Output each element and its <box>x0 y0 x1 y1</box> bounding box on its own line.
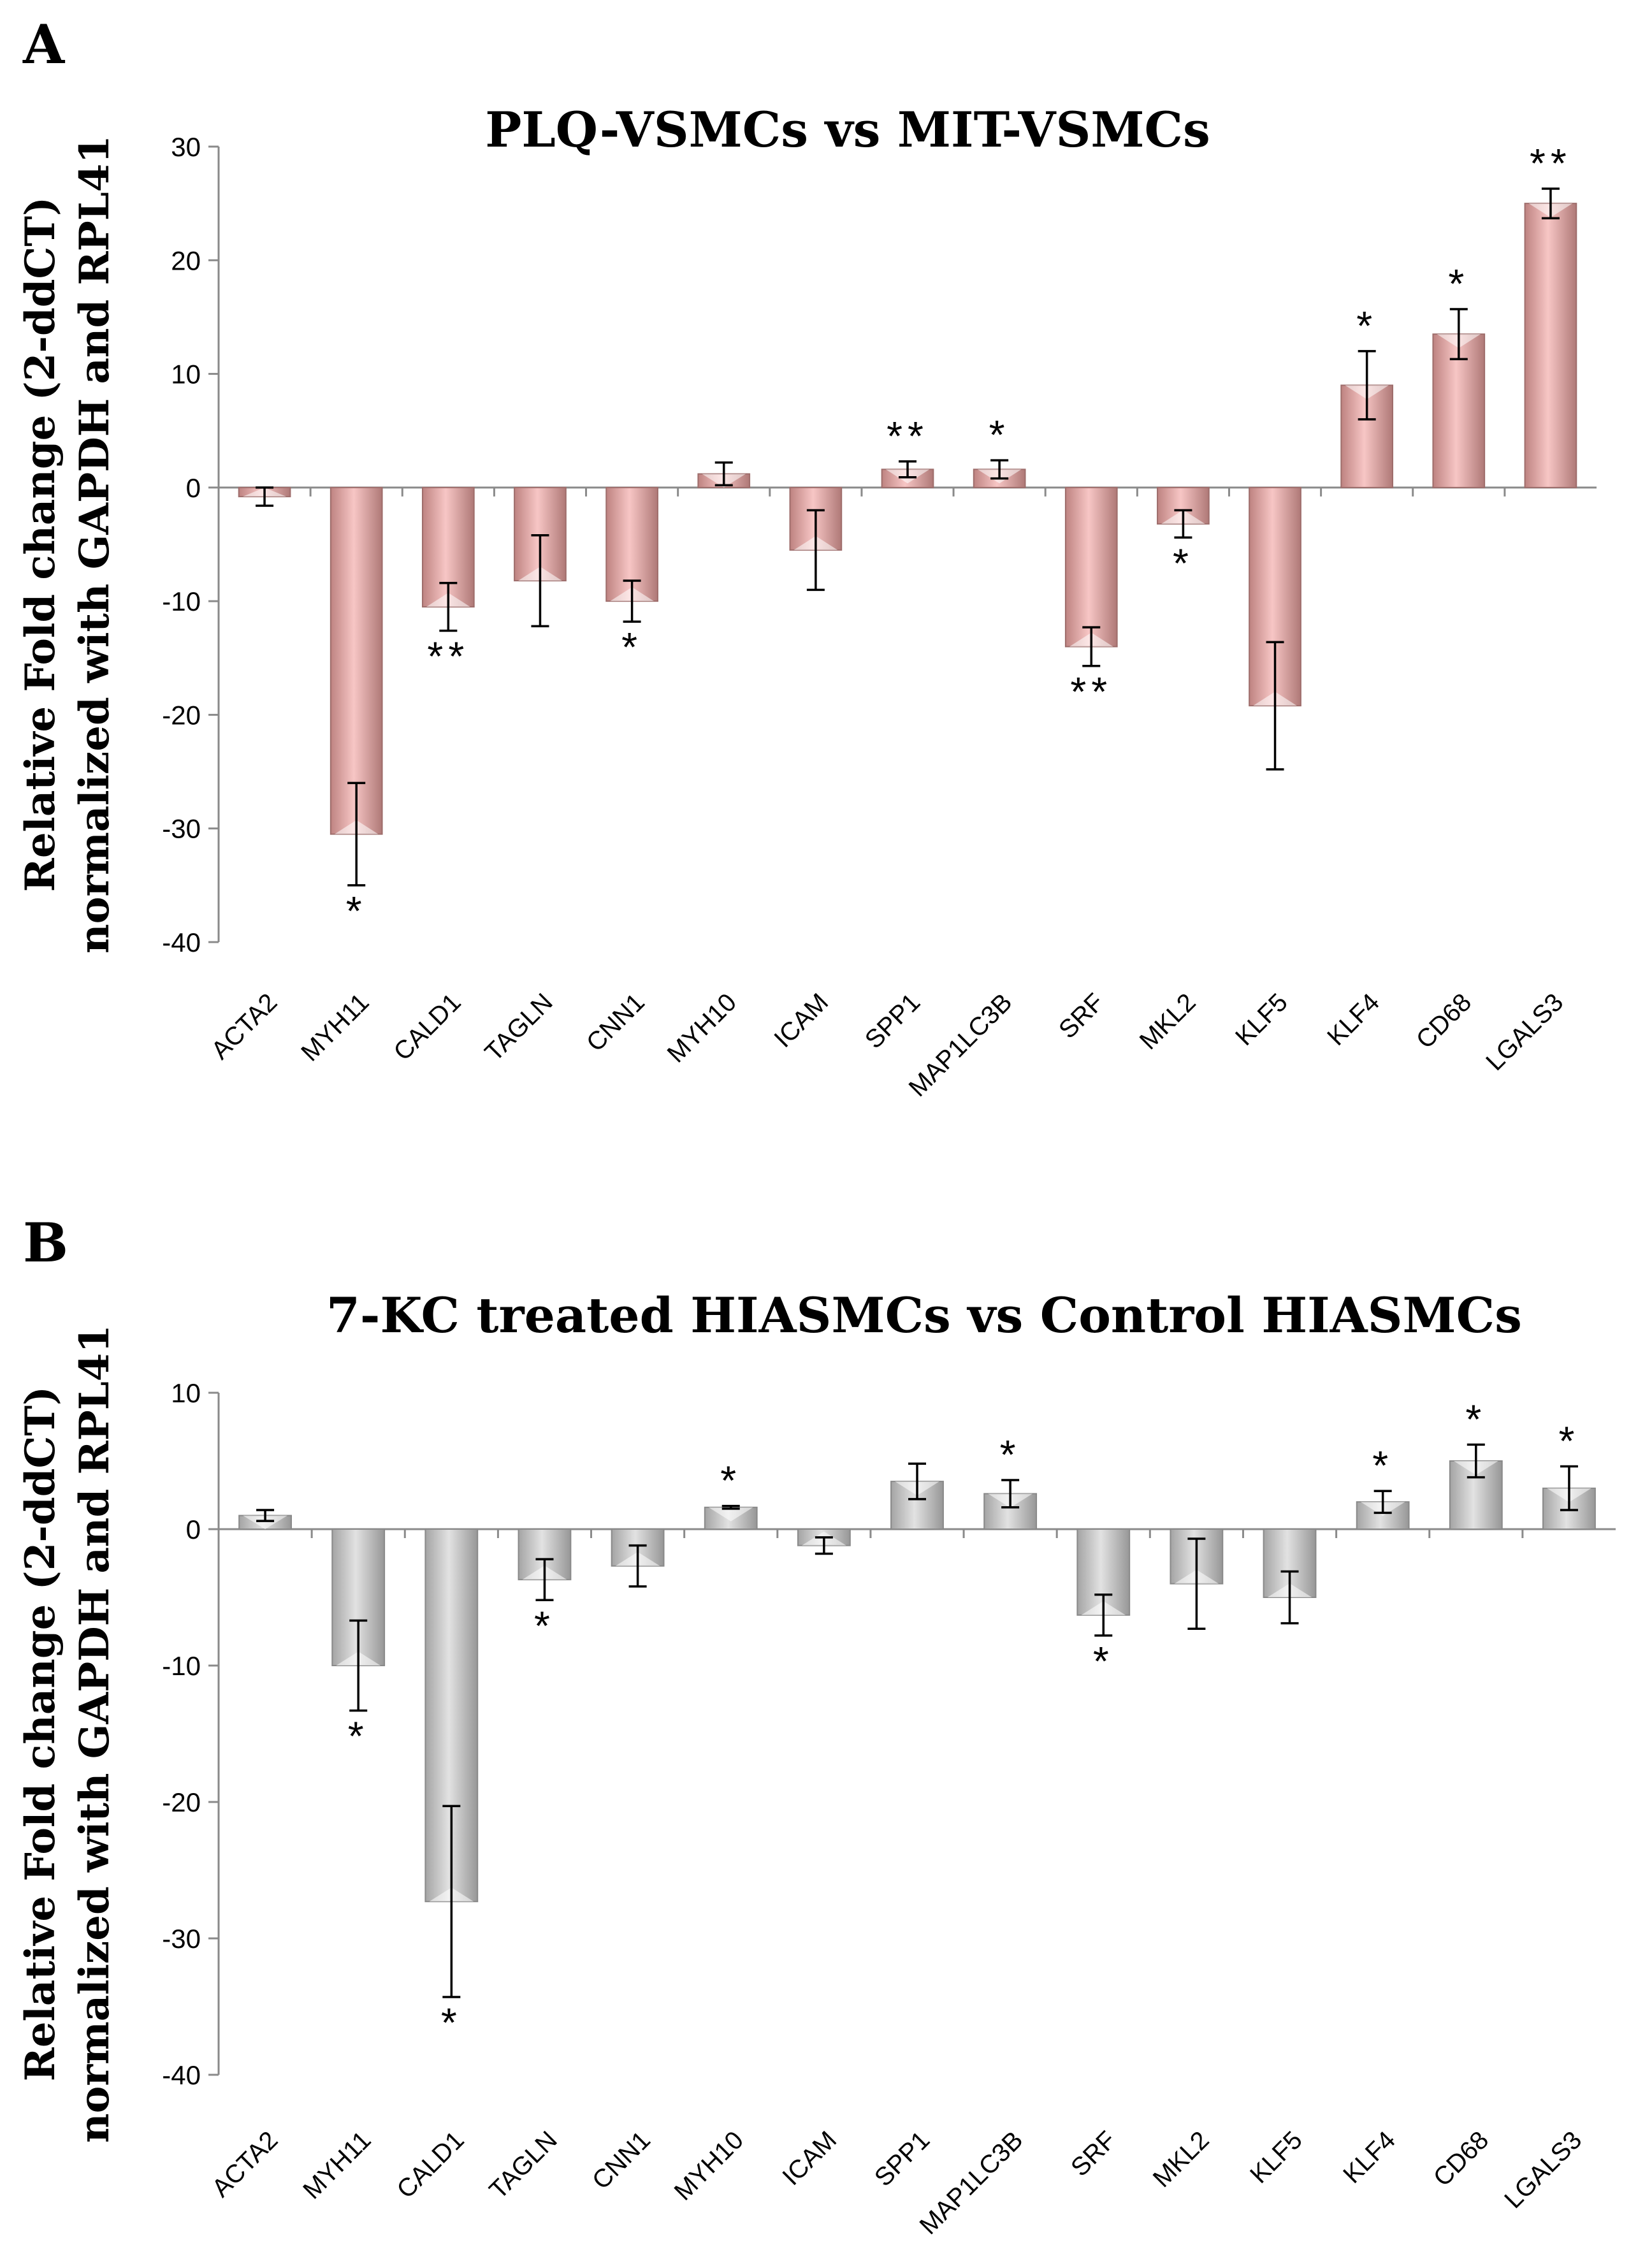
y-tick-label: 0 <box>186 473 201 503</box>
y-tick-label: -10 <box>162 1651 201 1681</box>
y-tick-label: -40 <box>162 2060 201 2090</box>
x-category-label: ICAM <box>769 988 834 1053</box>
x-category-label: KLF5 <box>1230 988 1293 1051</box>
x-category-label: MYH11 <box>296 988 374 1066</box>
significance-marker: * <box>989 412 1010 458</box>
significance-marker: ** <box>1530 140 1572 186</box>
significance-marker: * <box>1448 261 1469 307</box>
y-tick-label: -20 <box>162 1787 201 1817</box>
x-category-label: LGALS3 <box>1481 988 1569 1076</box>
y-tick-label: -30 <box>162 814 201 844</box>
y-tick-label: 20 <box>171 245 201 275</box>
chart-b: 7-KC treated HIASMCs vs Control HIASMCs R… <box>17 1287 1616 2240</box>
significance-marker: * <box>1356 303 1377 349</box>
panel-b-letter: B <box>23 1211 68 1274</box>
bar-cap-highlight <box>708 1507 753 1522</box>
panel-a-letter: A <box>23 13 65 76</box>
y-axis-label-line2: normalized with GAPDH and RPL41 <box>71 135 119 954</box>
significance-marker: * <box>348 1713 369 1759</box>
x-category-label: MYH10 <box>669 2126 749 2205</box>
x-category-label: KLF5 <box>1245 2126 1308 2189</box>
significance-marker: * <box>534 1602 555 1648</box>
panel-b: B 7-KC treated HIASMCs vs Control HIASMC… <box>0 1135 1652 2259</box>
chart-a: PLQ-VSMCs vs MIT-VSMCs Relative Fold chan… <box>17 101 1597 1102</box>
x-category-label: MYH10 <box>662 988 742 1068</box>
significance-marker: * <box>1558 1418 1579 1464</box>
x-category-label: LGALS3 <box>1499 2126 1587 2214</box>
y-tick-label: 0 <box>186 1514 201 1544</box>
x-category-label: SRF <box>1054 988 1110 1044</box>
x-category-label: CNN1 <box>587 2126 656 2195</box>
x-category-label: ACTA2 <box>206 988 282 1064</box>
x-category-label: MYH11 <box>298 2126 376 2204</box>
significance-marker: * <box>1000 1432 1021 1478</box>
x-category-label: SPP1 <box>869 2126 935 2191</box>
x-category-label: CALD1 <box>391 2126 469 2204</box>
y-tick-label: 10 <box>171 1378 201 1408</box>
significance-marker: * <box>720 1458 741 1504</box>
x-category-label: ACTA2 <box>207 2126 283 2202</box>
significance-marker: * <box>441 2000 462 2045</box>
bar-srf <box>1064 486 1118 648</box>
y-tick-label: -30 <box>162 1924 201 1954</box>
y-tick-label: -40 <box>162 927 201 957</box>
significance-marker: * <box>1372 1442 1393 1488</box>
y-tick-label: 10 <box>171 360 201 389</box>
x-category-label: CALD1 <box>388 988 466 1066</box>
significance-marker: ** <box>1070 669 1112 715</box>
y-axis-label-line1: Relative Fold change (2-ddCT) <box>17 197 64 892</box>
x-category-label: SPP1 <box>860 988 925 1054</box>
significance-marker: * <box>1093 1638 1114 1684</box>
x-category-label: CD68 <box>1411 988 1477 1054</box>
significance-marker: ** <box>427 633 469 679</box>
x-category-label: KLF4 <box>1338 2126 1401 2189</box>
chart-title: 7-KC treated HIASMCs vs Control HIASMCs <box>326 1287 1522 1344</box>
y-tick-label: -10 <box>162 586 201 616</box>
x-category-label: CNN1 <box>581 988 650 1057</box>
significance-marker: ** <box>887 413 929 459</box>
significance-marker: * <box>1465 1396 1486 1442</box>
x-category-label: MKL2 <box>1134 988 1201 1055</box>
x-category-label: TAGLN <box>484 2126 563 2204</box>
y-axis-label-line1: Relative Fold change (2-ddCT) <box>17 1386 64 2082</box>
x-category-label: TAGLN <box>480 988 558 1066</box>
significance-marker: * <box>346 888 367 934</box>
x-category-label: MKL2 <box>1148 2126 1215 2193</box>
x-category-label: KLF4 <box>1322 988 1385 1051</box>
bar-lgals3 <box>1524 203 1577 488</box>
chart-title: PLQ-VSMCs vs MIT-VSMCs <box>485 101 1210 158</box>
bar-cap-highlight <box>243 1515 287 1529</box>
x-category-label: SRF <box>1066 2126 1122 2182</box>
significance-marker: * <box>621 624 642 670</box>
y-tick-label: -20 <box>162 700 201 730</box>
panel-a: A PLQ-VSMCs vs MIT-VSMCs Relative Fold ch… <box>0 0 1652 1122</box>
y-axis-label-line2: normalized with GAPDH and RPL41 <box>71 1325 119 2143</box>
x-category-label: ICAM <box>777 2126 842 2191</box>
y-tick-label: 30 <box>171 132 201 162</box>
x-category-label: CD68 <box>1428 2126 1494 2191</box>
significance-marker: * <box>1173 540 1194 586</box>
